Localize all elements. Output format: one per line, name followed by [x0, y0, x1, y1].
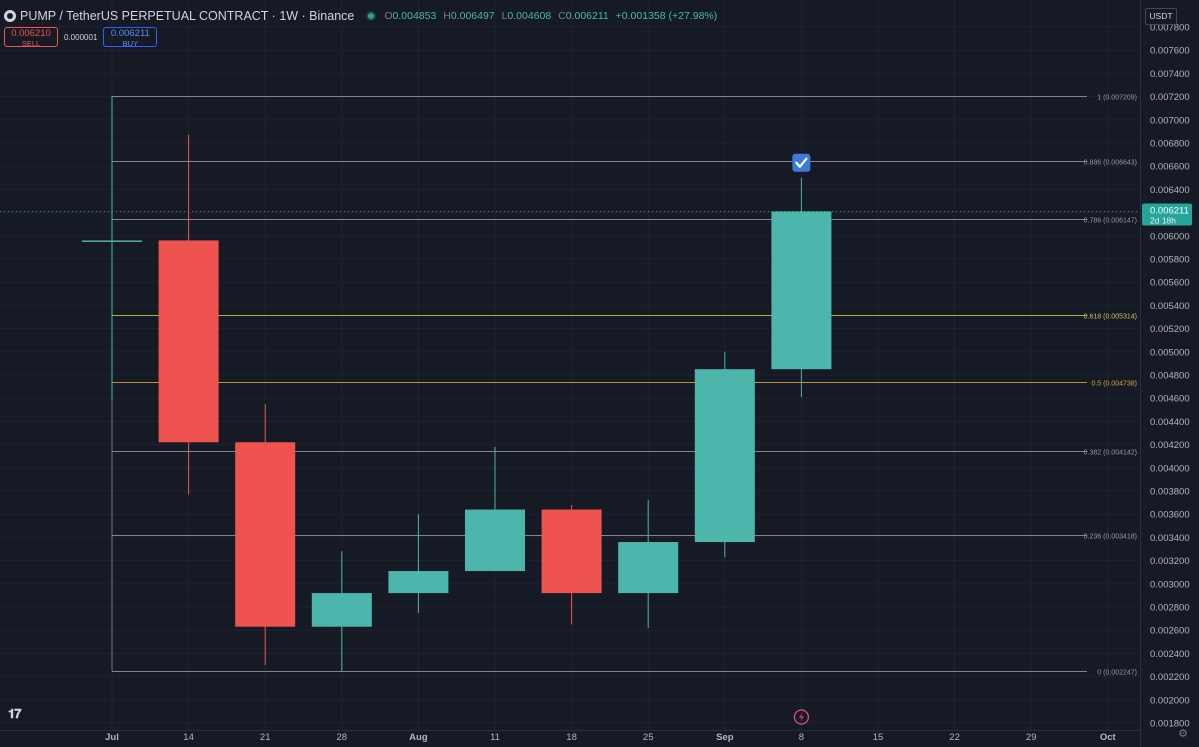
fib-level-label: 0.618 (0.005314)	[1084, 314, 1137, 321]
x-tick-label: 8	[799, 732, 804, 743]
fib-level-label: 0.786 (0.006147)	[1084, 218, 1137, 225]
y-tick-label: 0.002400	[1150, 649, 1190, 660]
chart-header: PUMP / TetherUS PERPETUAL CONTRACT · 1W …	[4, 8, 721, 24]
x-tick-label: 25	[643, 732, 654, 743]
x-tick-label: 22	[949, 732, 960, 743]
y-tick-label: 0.003200	[1150, 556, 1190, 567]
y-tick-label: 0.004600	[1150, 394, 1190, 405]
y-tick-label: 0.002600	[1150, 626, 1190, 637]
y-tick-label: 0.007600	[1150, 46, 1190, 57]
trade-panel: 0.006210 SELL 0.000001 0.006211 BUY	[4, 27, 158, 48]
sell-button[interactable]: 0.006210 SELL	[4, 27, 58, 48]
checkmark-glyph	[795, 157, 808, 168]
candle-body[interactable]	[694, 369, 755, 543]
y-tick-label: 0.006800	[1150, 139, 1190, 150]
x-tick-label: 15	[873, 732, 884, 743]
lightning-glyph	[798, 712, 804, 722]
symbol-title[interactable]: PUMP / TetherUS PERPETUAL CONTRACT · 1W …	[20, 9, 355, 23]
x-tick-label: 11	[490, 732, 500, 743]
symbol-logo-icon	[4, 10, 16, 22]
fib-level-label: 0 (0.002247)	[1097, 670, 1137, 677]
y-tick-label: 0.006600	[1150, 162, 1190, 173]
candle-body[interactable]	[82, 240, 142, 242]
buy-button[interactable]: 0.006211 BUY	[103, 27, 158, 48]
y-tick-label: 0.004000	[1150, 463, 1190, 474]
candle-body[interactable]	[158, 240, 219, 443]
y-tick-label: 0.007400	[1150, 69, 1190, 80]
y-tick-label: 0.003800	[1150, 487, 1190, 498]
y-tick-label: 0.006400	[1150, 185, 1190, 196]
y-tick-label: 0.005000	[1150, 347, 1190, 358]
high-value: 0.006497	[450, 10, 495, 22]
candle-body[interactable]	[618, 542, 679, 594]
fib-level-label: 1 (0.007209)	[1097, 95, 1137, 102]
y-tick-label: 0.007200	[1150, 92, 1190, 103]
x-tick-label: Sep	[716, 732, 734, 743]
y-tick-label: 0.007800	[1150, 23, 1190, 34]
candle-body[interactable]	[771, 211, 832, 370]
x-tick-label: 29	[1026, 732, 1037, 743]
y-tick-label: 0.005200	[1150, 324, 1190, 335]
lightning-icon[interactable]	[793, 709, 810, 725]
spread-value: 0.000001	[64, 32, 98, 42]
y-tick-label: 0.004400	[1150, 417, 1190, 428]
candle-body[interactable]	[465, 509, 525, 572]
fib-level-label: 0.236 (0.003418)	[1084, 534, 1137, 541]
x-tick-label: Jul	[105, 732, 119, 743]
bar-countdown-label: 2d 18h	[1150, 216, 1176, 226]
y-tick-label: 0.005800	[1150, 255, 1190, 266]
candle-body[interactable]	[541, 509, 602, 594]
ohlc-legend: O0.004853 H0.006497 L0.004608 C0.006211 …	[384, 10, 718, 22]
y-tick-label: 0.006000	[1150, 231, 1190, 242]
fib-level-label: 0.382 (0.004142)	[1084, 450, 1137, 457]
market-status-icon	[368, 13, 375, 19]
currency-button[interactable]: USDT	[1145, 8, 1177, 25]
y-tick-label: 0.005400	[1150, 301, 1190, 312]
y-tick-label: 0.003400	[1150, 533, 1190, 544]
settings-gear-icon[interactable]: ⚙	[1178, 728, 1188, 740]
candle-body[interactable]	[311, 593, 372, 627]
x-tick-label: Aug	[409, 732, 428, 743]
y-tick-label: 0.005600	[1150, 278, 1190, 289]
y-tick-label: 0.002000	[1150, 695, 1190, 706]
y-tick-label: 0.002200	[1150, 672, 1190, 683]
candle-body[interactable]	[235, 442, 296, 627]
candle-body[interactable]	[388, 571, 449, 594]
y-tick-label: 0.003000	[1150, 579, 1190, 590]
tradingview-logo-icon[interactable]: 𝟏𝟕	[8, 706, 22, 721]
y-tick-label: 0.004200	[1150, 440, 1190, 451]
x-tick-label: 28	[337, 732, 348, 743]
x-tick-label: Oct	[1100, 732, 1117, 743]
y-tick-label: 0.001800	[1150, 719, 1190, 730]
y-tick-label: 0.004800	[1150, 371, 1190, 382]
x-tick-label: 18	[566, 732, 577, 743]
fib-level-label: 0.886 (0.006643)	[1084, 160, 1137, 167]
x-tick-label: 21	[260, 732, 271, 743]
y-tick-label: 0.002800	[1150, 603, 1190, 614]
low-value: 0.004608	[507, 10, 552, 22]
y-tick-label: 0.007000	[1150, 115, 1190, 126]
y-tick-label: 0.003600	[1150, 510, 1190, 521]
last-price-tag	[1142, 203, 1192, 226]
checkmark-icon[interactable]	[792, 153, 811, 172]
x-tick-label: 14	[183, 732, 194, 743]
open-value: 0.004853	[392, 10, 437, 22]
fib-level-label: 0.5 (0.004738)	[1091, 381, 1137, 388]
last-price-label: 0.006211	[1150, 206, 1189, 217]
change-value: +0.001358 (+27.98%)	[615, 10, 718, 22]
close-value: 0.006211	[565, 10, 609, 22]
